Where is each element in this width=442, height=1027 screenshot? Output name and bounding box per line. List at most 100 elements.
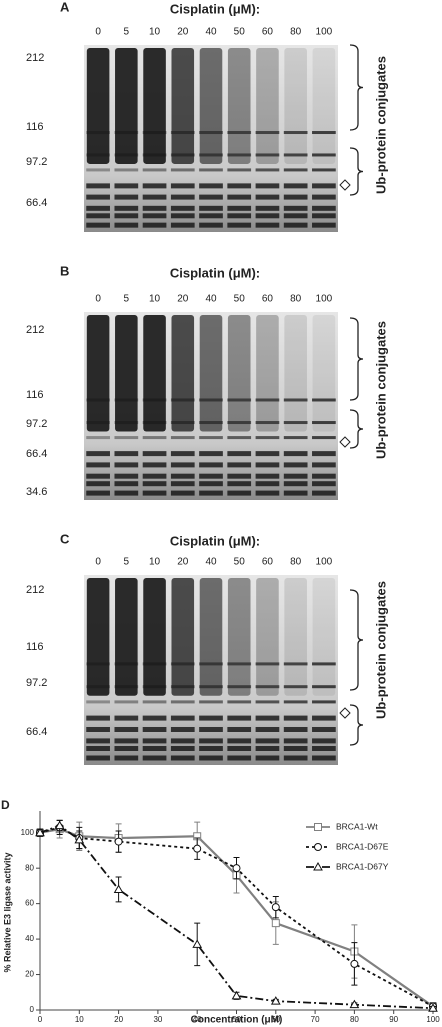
gel-band [255,685,280,689]
gel-band [86,222,110,228]
gel-band [312,473,336,479]
mw-marker: 116 [26,641,44,653]
gel-band [170,451,195,457]
point [35,827,45,837]
gel-band [199,451,223,457]
gel-band [255,451,280,457]
gel-band [255,194,280,200]
lane-smear [312,48,336,164]
gel-band [199,421,223,425]
x-tick-label: 40 [193,1015,202,1024]
gel-band [283,205,308,211]
lane-label: 40 [205,294,217,305]
gel-band [114,153,139,157]
lane-label: 100 [316,557,333,568]
gel-band [142,473,167,479]
gel-band [114,727,139,732]
gel-band [283,727,308,732]
gel-band [283,462,308,468]
annotation: Ub-protein conjugates [373,321,388,459]
gel-band [199,481,223,487]
lane-smear [284,48,307,164]
gel-band [283,700,308,704]
y-tick-label: 60 [25,899,34,908]
point [74,834,85,844]
gel-band [312,436,336,440]
series-line [39,824,434,1010]
gel-band [170,481,195,487]
gel-band [312,131,336,135]
y-tick-label: 20 [25,970,34,979]
gel-band [312,662,336,666]
point [193,844,202,853]
panel-label: B [60,263,69,278]
gel-band [114,746,139,751]
gel-band [227,462,252,468]
gel-band [86,685,110,689]
gel-band [199,473,223,479]
bracket [349,409,364,449]
lane-label: 10 [149,557,161,568]
gel-band [283,194,308,200]
gel-band [255,755,280,761]
gel-band [255,436,280,440]
lane-label: 80 [290,294,302,305]
gel-band [283,213,308,219]
gel-band [255,398,280,402]
gel-band [114,700,139,704]
lane-label: 80 [290,27,302,38]
gel-band [114,436,139,440]
gel-band [170,213,195,219]
lane-label: 0 [95,294,101,305]
gel-band [283,131,308,135]
y-tick-label: 40 [25,934,34,943]
gel-band [255,473,280,479]
x-tick-label: 0 [38,1015,43,1024]
lane-smear [171,315,195,432]
lane-smear [143,48,166,164]
annotation: Ub-protein conjugates [373,581,388,719]
gel-band [199,131,223,135]
series-line [39,826,434,1008]
gel-band [227,213,252,219]
lane-label: 20 [177,294,189,305]
gel-band [227,421,252,425]
gel-band [114,755,139,761]
gel-band [283,222,308,228]
gel-band [283,662,308,666]
gel-band [312,700,336,704]
y-tick-label: 100 [21,828,35,837]
gel-band [283,436,308,440]
gel-band [227,153,252,157]
gel-band [142,738,167,744]
gel-band [170,715,195,721]
point [231,990,242,1000]
gel-band [199,715,223,721]
gel-band [86,715,110,721]
gel-band [283,490,308,496]
gel-band [114,421,139,425]
gel-band [86,205,110,211]
lane-label: 0 [95,557,101,568]
mw-marker: 97.2 [26,418,47,430]
mw-marker: 97.2 [26,677,47,689]
gel-band [170,738,195,744]
lane-label: 50 [234,27,246,38]
gel-band [170,685,195,689]
gel-band [283,473,308,479]
lane-smear [312,315,336,432]
gel-band [142,205,167,211]
gel-band [283,451,308,457]
lane-smear [284,578,307,696]
gel-band [114,131,139,135]
x-tick-label: 60 [271,1015,280,1024]
gel-band [227,451,252,457]
gel-band [142,662,167,666]
x-tick-label: 10 [75,1015,84,1024]
gel-band [142,755,167,761]
gel-band [255,183,280,189]
gel-band [199,662,223,666]
gel-band [227,685,252,689]
gel-band [227,183,252,189]
